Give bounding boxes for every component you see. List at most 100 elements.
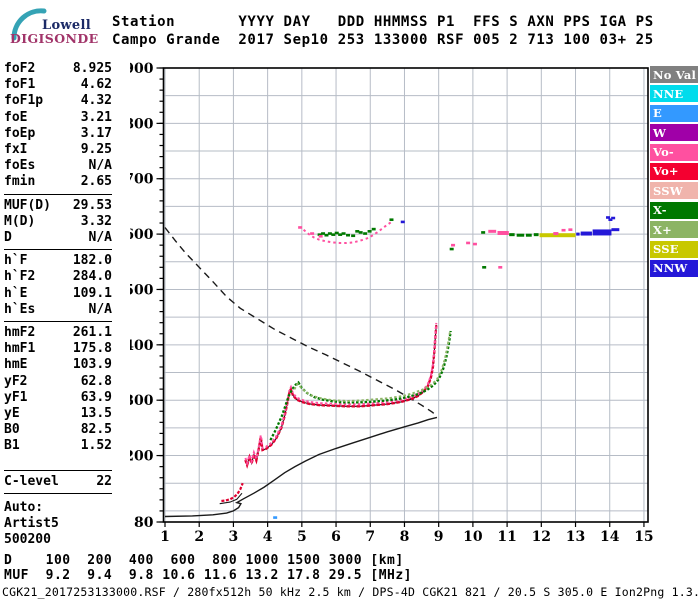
svg-text:5: 5 bbox=[297, 529, 307, 545]
param-label: foEs bbox=[4, 158, 36, 174]
param-group: h`F 182.0 h`F2 284.0 h`E 109.1 h`Es N/A bbox=[4, 252, 112, 323]
scaled-parameters-panel: foF2 8.925 foF1 4.62 foF1p 4.32 foE 3.21 foEp 3.1… bbox=[4, 60, 112, 548]
param-value: 63.9 bbox=[80, 389, 112, 405]
param-row-mufd: MUF(D) 29.53 bbox=[4, 198, 112, 214]
e-trace-fit-black bbox=[219, 492, 243, 505]
param-row-yf1: yF1 63.9 bbox=[4, 390, 112, 406]
axis-ticks bbox=[156, 67, 645, 527]
param-value: 1.52 bbox=[80, 438, 112, 454]
legend-item-nnw: NNW bbox=[650, 259, 698, 277]
param-label: yF2 bbox=[4, 373, 28, 389]
logo-text-digisonde: DIGISONDE bbox=[10, 31, 99, 46]
svg-text:14: 14 bbox=[600, 529, 620, 545]
distance-row: D 100 200 400 600 800 1000 1500 3000 [km… bbox=[4, 553, 404, 568]
logo-arc-icon bbox=[11, 8, 47, 41]
param-label: B0 bbox=[4, 422, 20, 438]
param-row-d: D N/A bbox=[4, 230, 112, 246]
spread-echoes-pink bbox=[298, 226, 573, 269]
param-row-he: h`E 109.1 bbox=[4, 286, 112, 302]
param-label: foF1 bbox=[4, 77, 36, 93]
legend-item-sse: SSE bbox=[650, 240, 698, 258]
param-label: h`F bbox=[4, 253, 28, 269]
param-row-fof1p: foF1p 4.32 bbox=[4, 93, 112, 109]
param-row-clevel: C-level 22 bbox=[4, 474, 112, 490]
autoscaler-line: 500200 bbox=[4, 532, 51, 548]
param-label: yF1 bbox=[4, 389, 28, 405]
param-label: hmE bbox=[4, 357, 28, 373]
svg-text:13: 13 bbox=[566, 529, 585, 545]
param-value: 4.32 bbox=[80, 93, 112, 109]
svg-text:400: 400 bbox=[130, 338, 154, 354]
f-trace-x-doppler-light bbox=[293, 331, 451, 403]
param-row-fmin: fmin 2.65 bbox=[4, 174, 112, 190]
gridlines bbox=[163, 68, 648, 522]
param-value: 175.8 bbox=[72, 341, 112, 357]
velocity-direction-legend: No Val NNE E W Vo- Vo+ SSW X- X+ SSE NNW bbox=[650, 66, 698, 279]
param-row-hme: hmE 103.9 bbox=[4, 357, 112, 373]
autoscaler-info: Auto: Artist5 500200 bbox=[4, 500, 112, 549]
svg-text:700: 700 bbox=[130, 172, 154, 188]
header-values-line: Campo Grande 2017 Sep10 253 133000 RSF 0… bbox=[112, 32, 654, 48]
param-row-hmf1: hmF1 175.8 bbox=[4, 341, 112, 357]
param-label: M(D) bbox=[4, 213, 36, 229]
ionogram-plot: 8020030040050060070080090012345678910111… bbox=[130, 61, 654, 545]
muf-row: MUF 9.2 9.4 9.8 10.6 11.6 13.2 17.8 29.5… bbox=[4, 568, 413, 583]
param-label: foE bbox=[4, 109, 28, 125]
param-label: yE bbox=[4, 406, 20, 422]
param-value: N/A bbox=[88, 158, 112, 174]
param-value: N/A bbox=[88, 230, 112, 246]
svg-text:600: 600 bbox=[130, 227, 154, 243]
svg-text:7: 7 bbox=[365, 529, 375, 545]
svg-text:1: 1 bbox=[160, 529, 170, 545]
param-label: h`Es bbox=[4, 301, 36, 317]
param-value: 182.0 bbox=[72, 253, 112, 269]
svg-text:500: 500 bbox=[130, 282, 154, 298]
param-row-b1: B1 1.52 bbox=[4, 438, 112, 454]
svg-text:300: 300 bbox=[130, 393, 154, 409]
header-columns-line: Station YYYY DAY DDD HHMMSS P1 FFS S AXN… bbox=[112, 14, 654, 30]
param-row-ye: yE 13.5 bbox=[4, 406, 112, 422]
legend-item-ssw: SSW bbox=[650, 182, 698, 200]
autoscaler-line: Auto: bbox=[4, 499, 44, 515]
param-value: 103.9 bbox=[72, 357, 112, 373]
param-group: hmF2 261.1 hmF1 175.8 hmE 103.9 yF2 62.8 yF1 63.9… bbox=[4, 324, 112, 458]
svg-text:9: 9 bbox=[434, 529, 444, 545]
param-row-yf2: yF2 62.8 bbox=[4, 374, 112, 390]
svg-text:4: 4 bbox=[263, 529, 273, 545]
true-height-profile bbox=[164, 416, 438, 518]
param-value: N/A bbox=[88, 301, 112, 317]
param-label: foF1p bbox=[4, 93, 44, 109]
e-trace-o-mode bbox=[221, 482, 244, 503]
param-group: C-level 22 bbox=[4, 469, 112, 494]
param-row-hf2: h`F2 284.0 bbox=[4, 269, 112, 285]
param-value: 29.53 bbox=[72, 197, 112, 213]
legend-item-x-: X- bbox=[650, 201, 698, 219]
svg-text:200: 200 bbox=[130, 449, 154, 465]
param-value: 3.32 bbox=[80, 213, 112, 229]
station-header: Station YYYY DAY DDD HHMMSS P1 FFS S AXN… bbox=[112, 13, 654, 49]
f-trace-fit-black bbox=[244, 324, 437, 467]
param-row-foe: foE 3.21 bbox=[4, 110, 112, 126]
autoscaler-line: Artist5 bbox=[4, 516, 59, 532]
param-value: 2.65 bbox=[80, 174, 112, 190]
param-label: C-level bbox=[4, 473, 59, 489]
spread-echoes-x-green bbox=[317, 218, 487, 269]
svg-text:11: 11 bbox=[497, 529, 516, 545]
param-row-foes: foEs N/A bbox=[4, 158, 112, 174]
param-value: 3.17 bbox=[80, 125, 112, 141]
param-label: h`E bbox=[4, 285, 28, 301]
legend-item-e: E bbox=[650, 104, 698, 122]
param-value: 261.1 bbox=[72, 325, 112, 341]
param-value: 62.8 bbox=[80, 373, 112, 389]
svg-text:10: 10 bbox=[463, 529, 483, 545]
axis-tick-labels: 8020030040050060070080090012345678910111… bbox=[130, 61, 654, 545]
param-row-hes: h`Es N/A bbox=[4, 302, 112, 318]
param-value: 284.0 bbox=[72, 269, 112, 285]
param-label: foEp bbox=[4, 125, 36, 141]
param-row-hf: h`F 182.0 bbox=[4, 253, 112, 269]
param-group: MUF(D) 29.53 M(D) 3.32 D N/A bbox=[4, 197, 112, 251]
svg-text:8: 8 bbox=[400, 529, 410, 545]
svg-text:15: 15 bbox=[634, 529, 653, 545]
param-group: foF2 8.925 foF1 4.62 foF1p 4.32 foE 3.21 foEp 3.1… bbox=[4, 60, 112, 195]
